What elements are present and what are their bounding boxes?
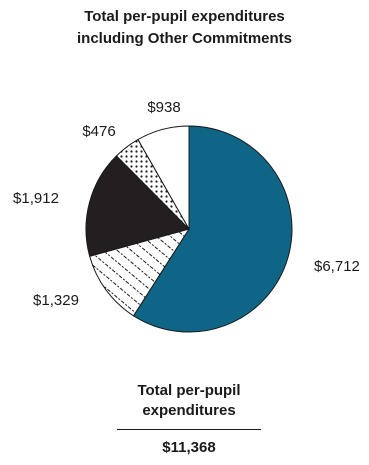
pie-slices <box>85 125 293 333</box>
slice-6712 <box>132 125 293 333</box>
chart-title: Total per-pupil expenditures including O… <box>0 6 369 50</box>
total-heading-line-2: expenditures <box>142 402 236 419</box>
slice-1912 <box>85 155 190 257</box>
slice-label: $476 <box>82 123 115 140</box>
chart-title-line-2: including Other Commitments <box>76 30 292 47</box>
slice-label: $6,712 <box>314 258 360 275</box>
slice-label: $938 <box>147 99 180 116</box>
slice-1329 <box>89 228 191 317</box>
slice-label: $1,912 <box>13 190 59 207</box>
slice-label: $1,329 <box>33 292 79 309</box>
slice-938 <box>137 125 190 231</box>
total-summary: Total per-pupil expenditures $11,368 <box>117 381 261 456</box>
total-value: $11,368 <box>162 439 216 456</box>
total-heading-line-1: Total per-pupil <box>137 382 241 399</box>
chart-title-line-1: Total per-pupil expenditures <box>84 8 285 25</box>
total-heading: Total per-pupil expenditures <box>117 381 261 421</box>
pie-labels: $6,712 $1,329 $1,912 $476 $938 <box>13 99 360 309</box>
total-divider <box>117 429 261 430</box>
